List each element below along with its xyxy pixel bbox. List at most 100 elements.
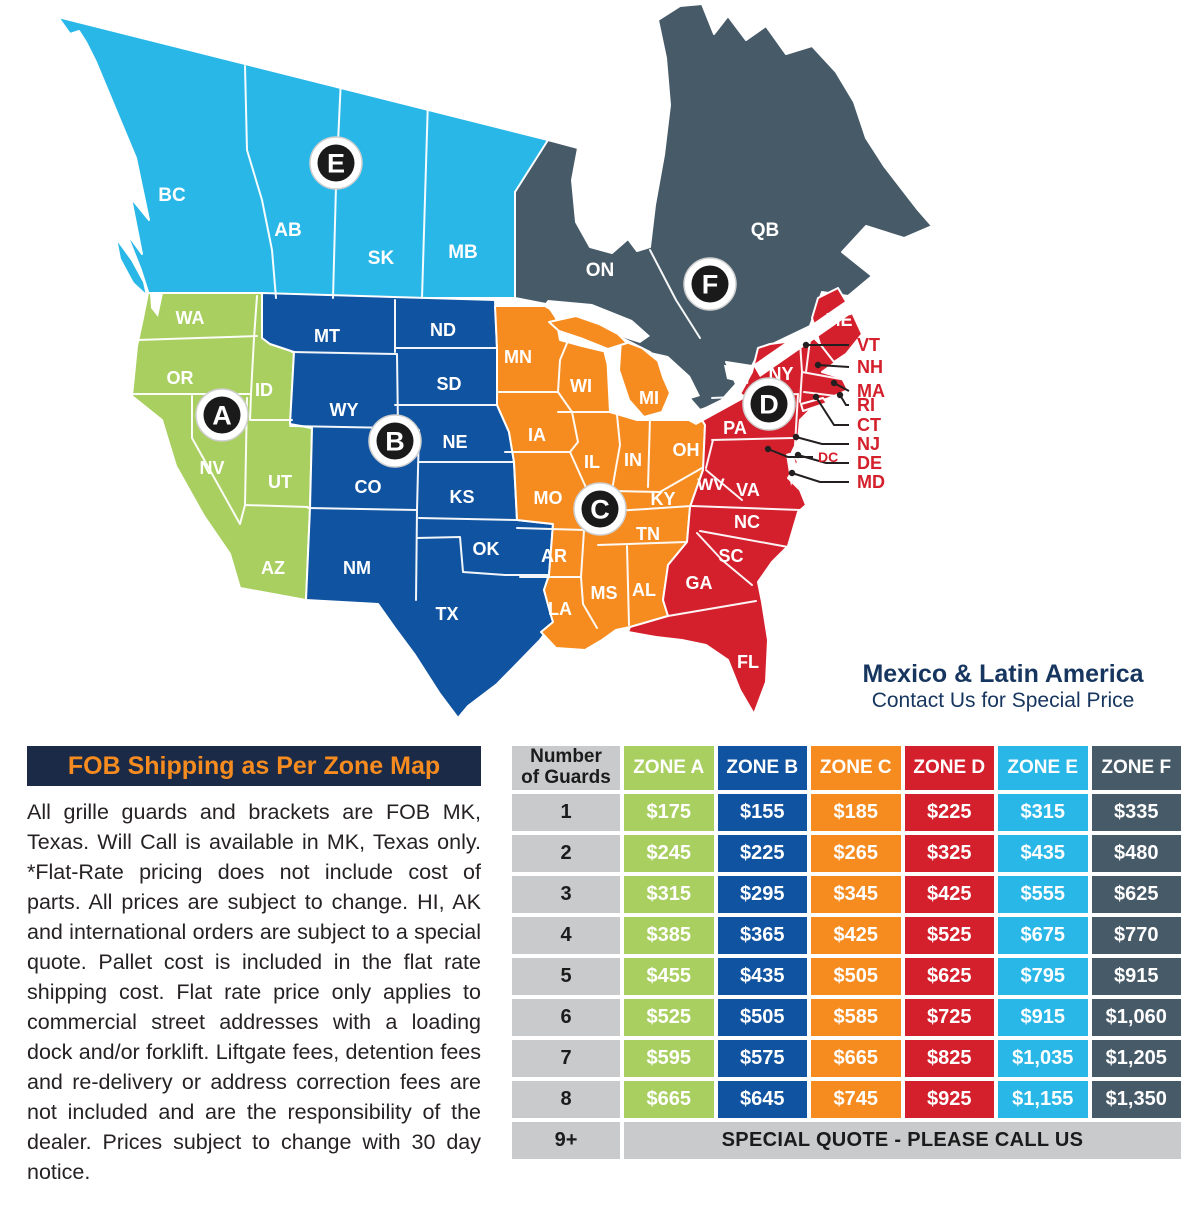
state-label-wi: WI <box>570 376 592 396</box>
state-label-on: ON <box>586 260 615 281</box>
state-label-sd: SD <box>436 374 461 394</box>
state-label-mi: MI <box>639 388 659 408</box>
price-row-4-zone_e: $675 <box>998 917 1088 954</box>
mexico-note: Mexico & Latin America Contact Us for Sp… <box>830 660 1176 714</box>
state-label-va: VA <box>736 480 760 500</box>
state-label-nd: ND <box>430 320 456 340</box>
state-label-tx: TX <box>435 604 458 624</box>
state-label-dc: DC <box>818 449 838 465</box>
state-label-ga: GA <box>686 573 713 593</box>
mexico-note-title: Mexico & Latin America <box>862 660 1144 688</box>
info-panel-heading: FOB Shipping as Per Zone Map <box>67 751 441 780</box>
zone-marker-b-letter: B <box>385 427 405 457</box>
price-row-6-zone_b: $505 <box>717 999 807 1036</box>
guards-count-row-7: 7 <box>512 1040 620 1077</box>
zone-marker-d-letter: D <box>759 390 779 420</box>
state-label-ms: MS <box>591 583 618 603</box>
state-label-pa: PA <box>723 418 747 438</box>
pricing-table: Number of Guards ZONE A ZONE B ZONE C ZONE D… <box>512 746 1181 1159</box>
col-header-guards: Number of Guards <box>512 746 620 790</box>
price-row-5-zone_e: $795 <box>998 958 1088 995</box>
price-row-3-zone_b: $295 <box>717 876 807 913</box>
mexico-note-subtitle: Contact Us for Special Price <box>871 689 1135 712</box>
col-header-zone_f: ZONE F <box>1091 746 1181 790</box>
state-label-qb: QB <box>751 220 780 241</box>
price-row-8-zone_b: $645 <box>717 1081 807 1118</box>
price-row-2-zone_a: $245 <box>624 835 714 872</box>
michigan-upper-peninsula <box>548 315 628 350</box>
info-panel-body: All grille guards and brackets are FOB M… <box>27 800 481 1184</box>
zone-marker-b: B <box>368 414 422 468</box>
zone-map: BC AB SK MB ON QB WA OR ID NV UT CA AZ M… <box>57 3 933 719</box>
zone-marker-a: A <box>195 388 249 442</box>
special-quote-cell: SPECIAL QUOTE - PLEASE CALL US <box>624 1122 1181 1159</box>
state-labels: BC AB SK MB ON QB WA OR ID NV UT CA AZ M… <box>153 185 853 672</box>
guards-count-row-1: 1 <box>512 794 620 831</box>
price-row-8-zone_a: $665 <box>624 1081 714 1118</box>
zone-marker-e-letter: E <box>327 149 345 179</box>
lake-superior <box>543 300 650 343</box>
st-lawrence-river <box>753 291 868 377</box>
price-row-3-zone_d: $425 <box>904 876 994 913</box>
ne-leader-lines <box>764 341 850 483</box>
price-row-6-zone_f: $1,060 <box>1091 999 1181 1036</box>
zone-b-borders <box>289 299 550 601</box>
state-label-in: IN <box>624 450 642 470</box>
col-header-zone_d: ZONE D <box>904 746 994 790</box>
price-row-5-zone_a: $455 <box>624 958 714 995</box>
state-label-il: IL <box>584 452 600 472</box>
col-header-zone_c: ZONE C <box>811 746 901 790</box>
price-row-7-zone_a: $595 <box>624 1040 714 1077</box>
info-panel: FOB Shipping as Per Zone Map All grille … <box>27 746 481 1209</box>
price-row-1-zone_b: $155 <box>717 794 807 831</box>
state-label-ct: CT <box>857 415 881 435</box>
zone-markers: A B C D E F <box>195 136 796 536</box>
price-row-7-zone_e: $1,035 <box>998 1040 1088 1077</box>
state-label-ab: AB <box>274 220 301 241</box>
zone-marker-c-letter: C <box>590 495 610 525</box>
state-label-fl: FL <box>737 652 759 672</box>
zone-e-region <box>57 16 561 299</box>
price-row-8-zone_f: $1,350 <box>1091 1081 1181 1118</box>
price-row-3-zone_a: $315 <box>624 876 714 913</box>
state-label-md: MD <box>857 472 885 492</box>
state-label-ia: IA <box>528 425 546 445</box>
zone-marker-a-letter: A <box>212 401 232 431</box>
zone-marker-f: F <box>683 257 737 311</box>
price-row-4-zone_b: $365 <box>717 917 807 954</box>
michigan-mitten <box>618 339 671 418</box>
price-row-8-zone_c: $745 <box>811 1081 901 1118</box>
state-label-la: LA <box>548 599 572 619</box>
zone-marker-e: E <box>309 136 363 190</box>
price-row-7-zone_f: $1,205 <box>1091 1040 1181 1077</box>
lake-ontario <box>724 365 750 384</box>
state-label-nm: NM <box>343 558 371 578</box>
state-label-mb: MB <box>448 242 478 263</box>
state-label-ri: RI <box>857 395 875 415</box>
state-label-ky: KY <box>650 489 675 509</box>
price-row-4-zone_d: $525 <box>904 917 994 954</box>
price-row-4-zone_f: $770 <box>1091 917 1181 954</box>
price-row-2-zone_e: $435 <box>998 835 1088 872</box>
price-row-6-zone_a: $525 <box>624 999 714 1036</box>
state-label-nv: NV <box>199 458 224 478</box>
state-label-al: AL <box>632 580 656 600</box>
price-row-1-zone_d: $225 <box>904 794 994 831</box>
lake-erie <box>683 391 747 425</box>
price-row-1-zone_c: $185 <box>811 794 901 831</box>
price-row-1-zone_a: $175 <box>624 794 714 831</box>
state-label-ok: OK <box>473 539 500 559</box>
state-label-az: AZ <box>261 558 285 578</box>
state-label-bc: BC <box>158 185 186 206</box>
state-label-sk: SK <box>368 248 395 269</box>
price-row-7-zone_c: $665 <box>811 1040 901 1077</box>
guards-count-row-3: 3 <box>512 876 620 913</box>
col-header-zone_a: ZONE A <box>624 746 714 790</box>
state-label-nc: NC <box>734 512 760 532</box>
state-label-ne: NE <box>442 432 467 452</box>
state-label-id: ID <box>255 380 273 400</box>
price-row-5-zone_b: $435 <box>717 958 807 995</box>
price-row-7-zone_b: $575 <box>717 1040 807 1077</box>
guards-count-row-5: 5 <box>512 958 620 995</box>
zone-marker-c: C <box>573 482 627 536</box>
